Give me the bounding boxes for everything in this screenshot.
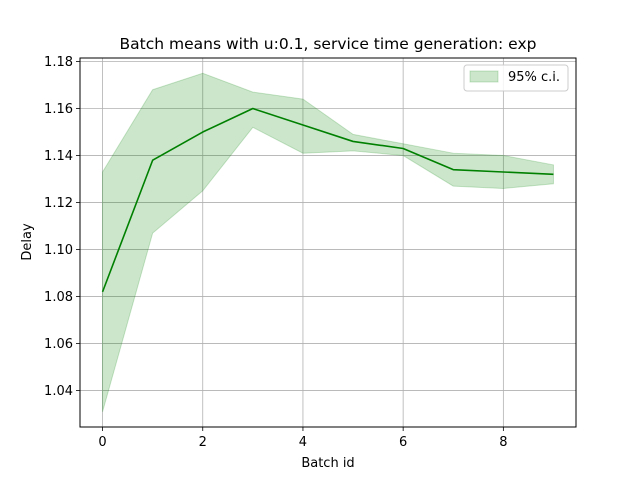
legend-label-ci: 95% c.i. (508, 70, 560, 85)
y-tick-label: 1.16 (44, 102, 73, 117)
x-tick-label: 4 (299, 435, 307, 450)
chart-title: Batch means with u:0.1, service time gen… (120, 35, 537, 53)
x-axis-label: Batch id (301, 456, 354, 471)
y-tick-label: 1.06 (44, 337, 73, 352)
legend-swatch-ci (470, 71, 498, 82)
y-tick-label: 1.10 (44, 243, 73, 258)
y-tick-label: 1.18 (44, 55, 73, 70)
y-axis-label: Delay (20, 223, 35, 261)
x-tick-label: 6 (399, 435, 407, 450)
x-tick-label: 8 (499, 435, 507, 450)
x-tick-label: 2 (199, 435, 207, 450)
y-tick-label: 1.12 (44, 196, 73, 211)
legend: 95% c.i. (464, 65, 568, 91)
y-tick-label: 1.14 (44, 149, 73, 164)
y-tick-label: 1.08 (44, 290, 73, 305)
y-tick-label: 1.04 (44, 384, 73, 399)
x-tick-label: 0 (98, 435, 106, 450)
